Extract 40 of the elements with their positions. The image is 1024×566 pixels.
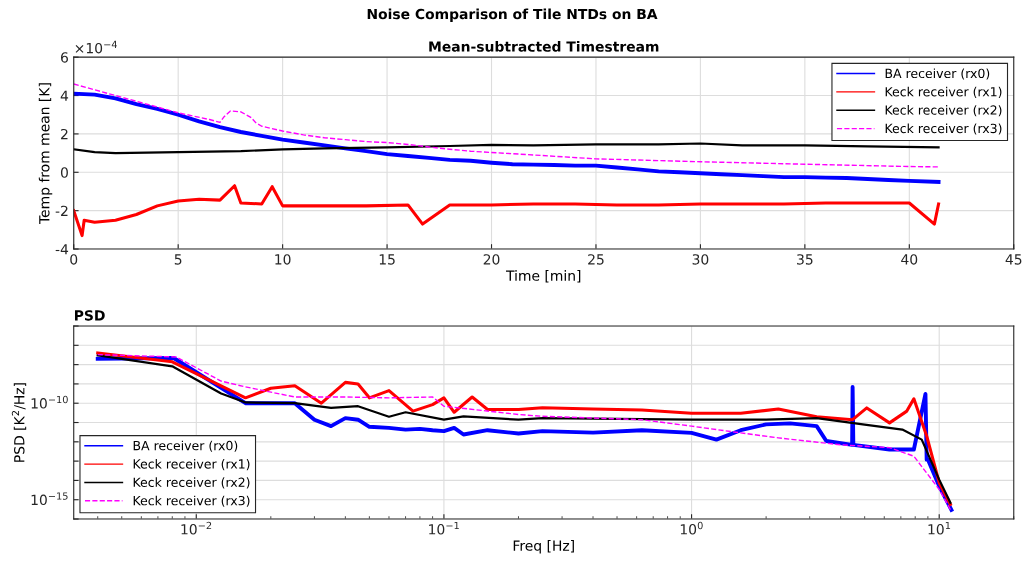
x-tick-label: 20 bbox=[483, 254, 500, 265]
legend-label: Keck receiver (rx2) bbox=[885, 105, 1002, 117]
legend-label: BA receiver (rx0) bbox=[133, 440, 238, 452]
line-series bbox=[73, 184, 941, 238]
x-tick-label: 10 bbox=[275, 254, 291, 265]
line-series bbox=[73, 142, 940, 155]
x-tick-label: 45 bbox=[1005, 254, 1022, 265]
legend-label: BA receiver (rx0) bbox=[885, 68, 990, 80]
x-tick-label: 0 bbox=[70, 254, 78, 265]
legend-label: Keck receiver (rx3) bbox=[885, 123, 1002, 135]
y-axis-title: PSD [K$^{2}$/Hz] bbox=[11, 383, 27, 462]
x-tick-label: 15 bbox=[379, 254, 395, 265]
legend-label: Keck receiver (rx1) bbox=[885, 86, 1002, 98]
x-tick-label: 10$^{−2}$ bbox=[181, 521, 212, 535]
x-tick-label: 30 bbox=[692, 254, 709, 265]
x-tick-label: 10$^{−1}$ bbox=[429, 521, 459, 535]
x-axis-title: Time [min] bbox=[505, 270, 581, 283]
y-tick-label: 4 bbox=[60, 90, 69, 101]
legend-label: Keck receiver (rx1) bbox=[133, 458, 250, 471]
chart-subtitle: Mean-subtracted Timestream bbox=[429, 41, 659, 52]
y-tick-label: -4 bbox=[55, 244, 69, 255]
y-tick-label: -2 bbox=[55, 205, 68, 216]
y-tick-label: 0 bbox=[60, 167, 68, 178]
chart-title: Noise Comparison of Tile NTDs on BA bbox=[367, 8, 658, 22]
x-tick-label: 10$^{1}$ bbox=[928, 521, 951, 535]
x-tick-label: 25 bbox=[588, 254, 604, 265]
y-tick-label: 6 bbox=[61, 52, 68, 63]
text: ×10$^{−4}$ bbox=[75, 40, 117, 54]
y-tick-label: 2 bbox=[61, 128, 68, 140]
x-axis-title: Freq [Hz] bbox=[513, 540, 574, 554]
y-tick-label: 10$^{−10}$ bbox=[31, 395, 68, 409]
chart-title: PSD bbox=[75, 310, 105, 321]
legend-label: Keck receiver (rx3) bbox=[133, 495, 250, 507]
x-tick-label: 40 bbox=[901, 254, 918, 265]
x-tick-label: 10$^{0}$ bbox=[680, 521, 703, 535]
legend-label: Keck receiver (rx2) bbox=[133, 477, 250, 489]
y-tick-label: 10$^{−15}$ bbox=[31, 492, 68, 506]
x-tick-label: 35 bbox=[797, 254, 813, 265]
x-tick-label: 5 bbox=[174, 254, 182, 265]
y-axis-title: Temp from mean [K] bbox=[38, 83, 53, 225]
